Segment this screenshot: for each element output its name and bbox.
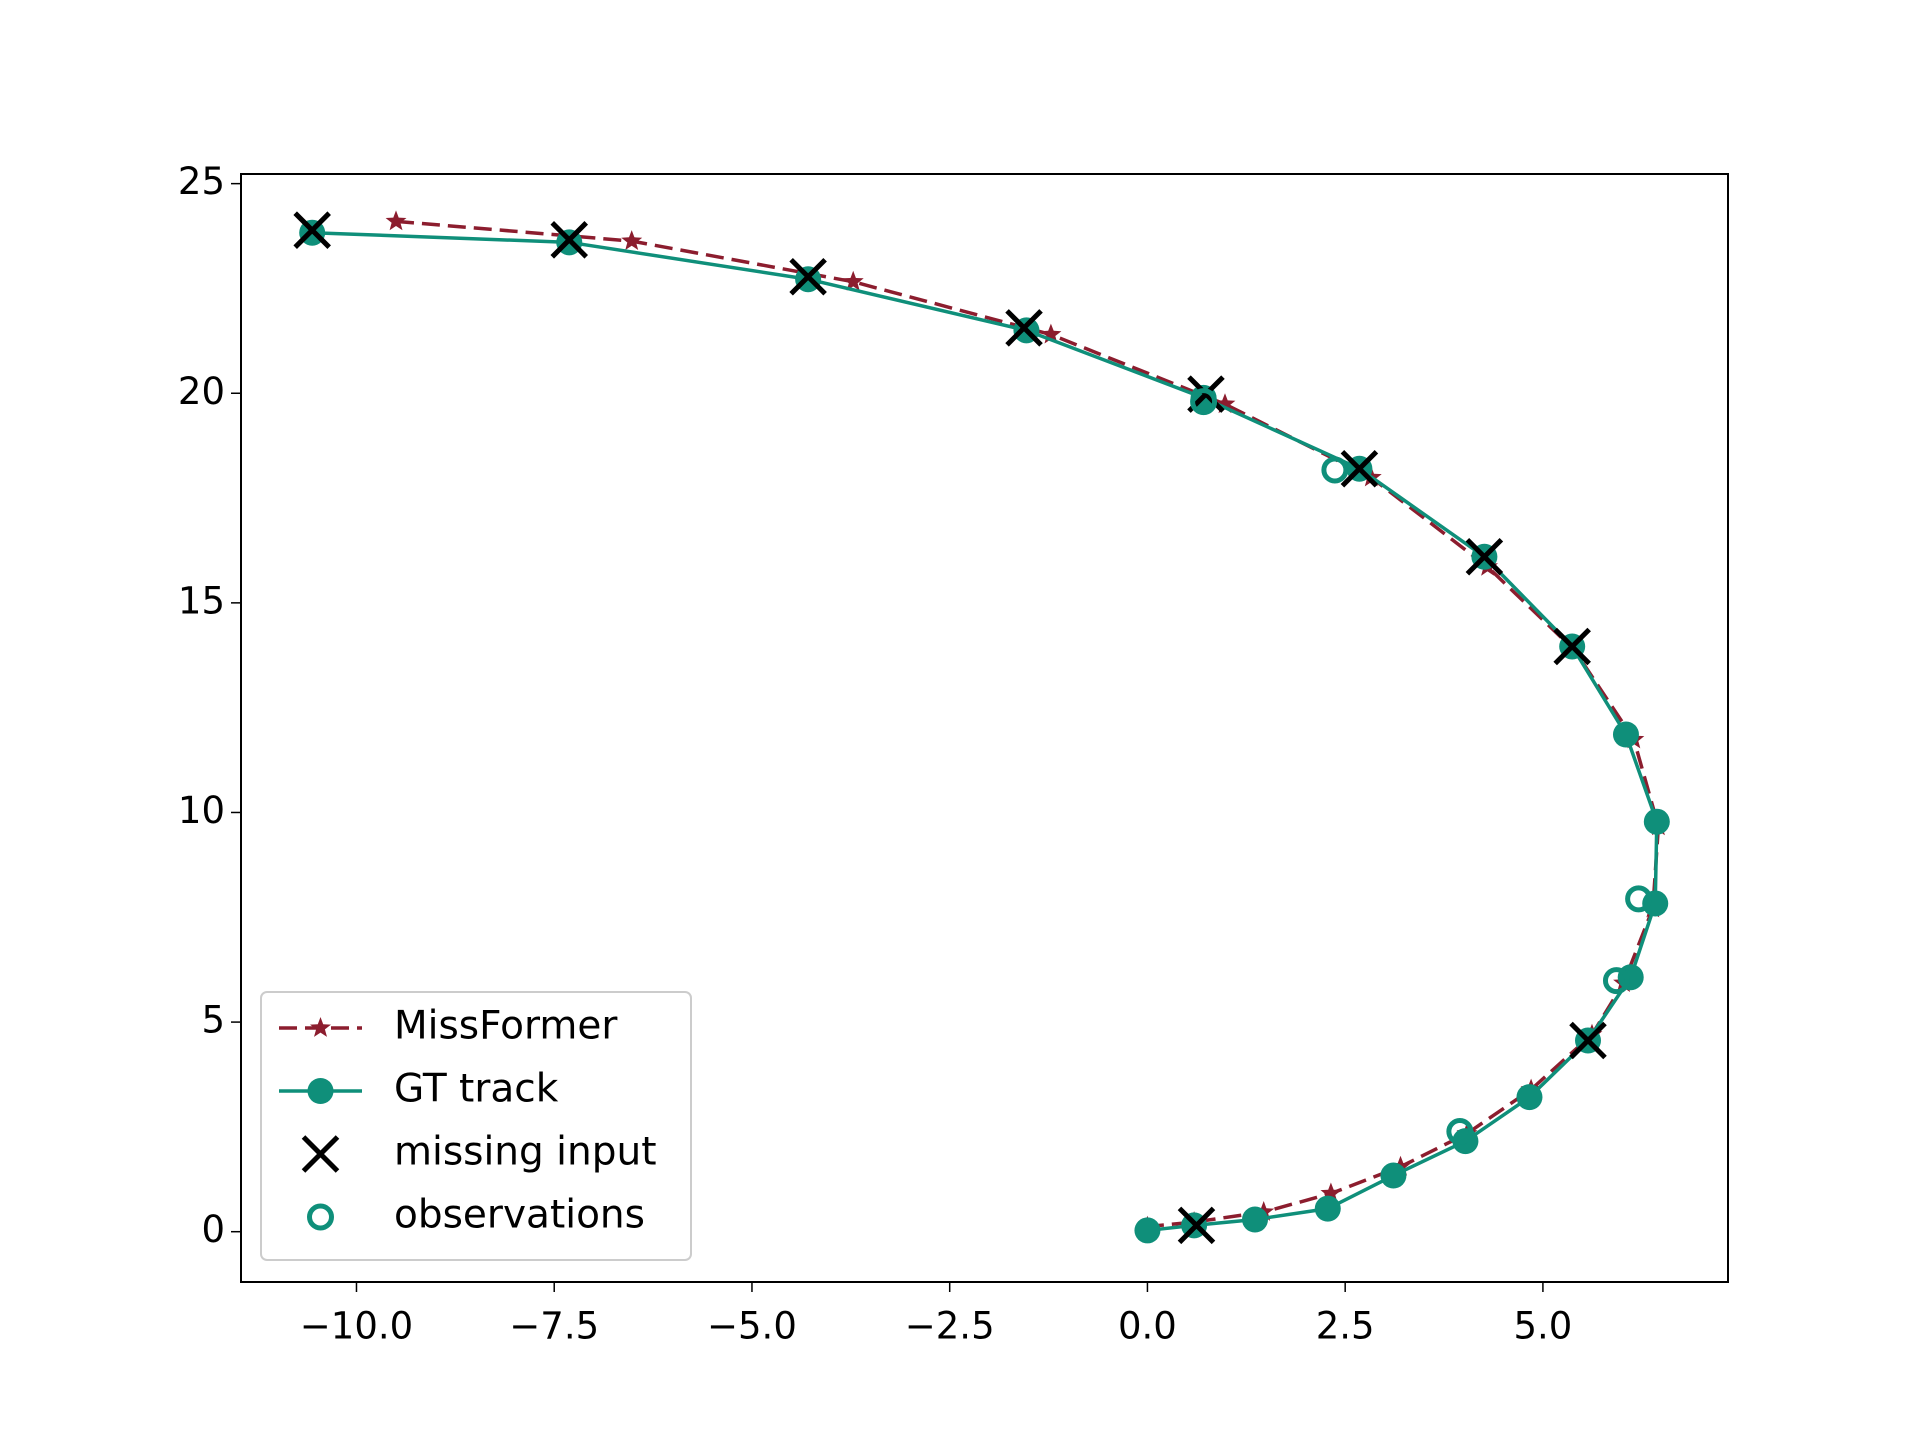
x-marker [1005,309,1043,347]
circle-marker [1242,1206,1269,1233]
x-tick-label: −10.0 [300,1305,413,1348]
circle-marker [1134,1217,1161,1244]
circle-marker [1612,721,1639,748]
star-marker [1320,1182,1342,1203]
circle-marker [1380,1162,1407,1189]
y-tick-label: 5 [201,999,225,1042]
x-marker [1569,1021,1607,1060]
legend-label: missing input [394,1130,657,1175]
plot-frame [240,173,1729,1283]
x-tick-label: 2.5 [1316,1305,1375,1348]
hollow-marker [1190,388,1218,416]
x-tick-label: −2.5 [905,1305,995,1348]
legend-label: GT track [394,1067,559,1112]
y-tick-label: 20 [178,370,225,413]
circle-marker [1516,1084,1543,1111]
x-marker [1553,627,1591,666]
x-tick-label: −7.5 [509,1305,599,1348]
hollow-marker [1446,1117,1474,1145]
hollow-marker [1602,967,1630,995]
star-marker [385,210,407,231]
circle-marker [1643,808,1670,835]
hollow-marker [1625,885,1653,913]
x-marker [301,1135,340,1173]
x-marker [1177,1206,1216,1245]
x-tick-label: 0.0 [1118,1305,1177,1348]
circle-marker [307,1078,334,1104]
x-marker [789,257,827,296]
star-marker [621,230,643,250]
x-marker [1340,449,1379,488]
x-marker [550,221,589,259]
circle-marker [1314,1195,1341,1222]
y-tick-label: 25 [178,160,225,203]
legend-box [260,991,692,1261]
x-marker [1465,537,1504,576]
star-marker [310,1017,331,1037]
star-marker [842,270,864,291]
hollow-marker [1321,456,1349,484]
x-marker [293,211,331,249]
star-marker [1214,393,1236,414]
y-tick-label: 10 [178,789,225,832]
legend-label: MissFormer [394,1004,618,1049]
legend-label: observations [394,1193,645,1238]
legend: MissFormer GT track missing input observati… [260,991,692,1261]
y-tick-label: 15 [178,579,225,622]
star-marker [1040,323,1062,344]
x-tick-label: 5.0 [1513,1305,1572,1348]
y-tick-label: 0 [201,1208,225,1251]
x-tick-label: −5.0 [707,1305,797,1348]
hollow-marker [307,1203,334,1231]
